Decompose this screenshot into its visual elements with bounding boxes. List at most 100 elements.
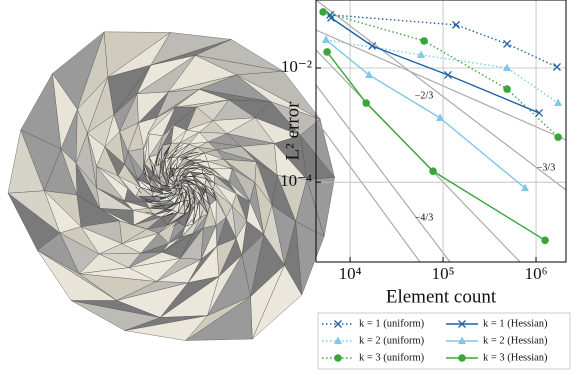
marker	[458, 354, 466, 362]
mesh-edge	[166, 212, 174, 217]
mesh-edge	[174, 197, 179, 203]
mesh-edge	[171, 159, 175, 166]
mesh-edge	[188, 194, 190, 202]
marker	[458, 336, 466, 344]
mesh-edge	[192, 193, 196, 200]
y-tick-label: 10⁻²	[281, 57, 312, 76]
reference-line	[315, 0, 567, 191]
mesh-edge	[189, 151, 199, 154]
marker	[436, 113, 445, 122]
mesh-edge	[202, 184, 207, 191]
mesh-cell	[187, 183, 195, 196]
reference-line	[315, 119, 421, 263]
plot	[315, 0, 567, 263]
mesh-edge	[163, 151, 168, 159]
mesh-edge	[213, 192, 217, 202]
mesh-edge	[152, 205, 161, 207]
series-line	[330, 14, 558, 68]
x-tick-label: 10⁴	[339, 264, 362, 283]
marker	[429, 167, 437, 175]
marker	[368, 41, 377, 50]
mesh-edge	[181, 151, 190, 156]
mesh-edge	[202, 187, 207, 194]
mesh-edge	[204, 168, 212, 173]
mesh-edge	[166, 155, 171, 163]
mesh-edge	[172, 221, 181, 227]
mesh-edge	[163, 147, 170, 155]
marker	[334, 354, 342, 362]
mesh-edge	[190, 182, 196, 186]
reference-line	[315, 84, 451, 263]
marker	[334, 320, 342, 328]
x-tick-label: 10⁶	[525, 264, 548, 283]
marker-stroke	[458, 320, 466, 328]
mesh-edge	[195, 195, 197, 203]
mesh-edge	[159, 167, 162, 174]
marker	[327, 13, 336, 22]
mesh-edge	[192, 201, 194, 209]
mesh-edge	[147, 175, 152, 183]
marker	[458, 320, 466, 328]
series-line	[330, 17, 540, 114]
mesh-edge	[172, 163, 176, 170]
legend-label: k = 3 (Hessian)	[483, 352, 548, 363]
mesh-edge	[210, 187, 215, 196]
mesh-edge	[183, 196, 185, 203]
mesh-edge	[151, 205, 160, 208]
mesh-edge	[167, 204, 174, 209]
mesh-edge	[164, 181, 170, 185]
mesh-edge	[181, 153, 189, 158]
marker	[541, 236, 549, 245]
mesh-edge	[177, 169, 182, 175]
mesh-cell	[177, 182, 182, 186]
slope-label: −4/3	[415, 212, 433, 223]
mesh-edge	[154, 195, 162, 198]
marker	[417, 50, 426, 58]
mesh-image	[7, 31, 335, 341]
marker	[420, 37, 428, 45]
marker	[319, 8, 327, 16]
marker-stroke	[368, 41, 377, 50]
mesh-edge	[174, 200, 179, 206]
marker-stroke	[452, 20, 461, 29]
mesh-edge	[156, 187, 163, 191]
legend-label: k = 3 (uniform)	[359, 352, 425, 363]
mesh-edge	[197, 191, 201, 199]
mesh-edge	[143, 166, 146, 176]
mesh-edge	[157, 157, 160, 166]
mesh-edge	[182, 199, 186, 206]
series-line	[325, 39, 526, 189]
mesh-edge	[164, 151, 169, 159]
slope-label: −2/3	[415, 90, 433, 101]
marker	[444, 71, 452, 79]
mesh-edge	[168, 153, 174, 161]
mesh-edge	[184, 155, 193, 159]
marker	[521, 183, 530, 192]
legend-box	[317, 312, 571, 370]
mesh-edge	[196, 185, 201, 191]
mesh-edge	[163, 148, 169, 156]
marker	[554, 133, 562, 141]
mesh-edge	[168, 169, 170, 176]
mesh-edge	[192, 185, 198, 190]
mesh-edge	[201, 185, 206, 192]
mesh-edge	[208, 166, 217, 172]
mesh-edge	[153, 181, 159, 187]
mesh-cell	[181, 217, 201, 238]
plot-frame	[315, 0, 567, 263]
legend-label: k = 2 (uniform)	[359, 335, 425, 346]
mesh-edge	[199, 193, 203, 201]
reference-line	[315, 29, 567, 141]
mesh-edge	[144, 199, 153, 204]
mesh-edge	[191, 214, 197, 223]
mesh-edge	[202, 195, 205, 204]
mesh-edge	[203, 171, 212, 176]
mesh-edge	[179, 193, 181, 199]
mesh-edge	[179, 172, 185, 178]
marker	[365, 70, 374, 78]
y-axis-label: L² error	[282, 101, 303, 161]
marker	[334, 336, 342, 344]
mesh-edge	[186, 200, 189, 207]
mesh-edge	[185, 193, 187, 200]
marker	[535, 108, 544, 117]
